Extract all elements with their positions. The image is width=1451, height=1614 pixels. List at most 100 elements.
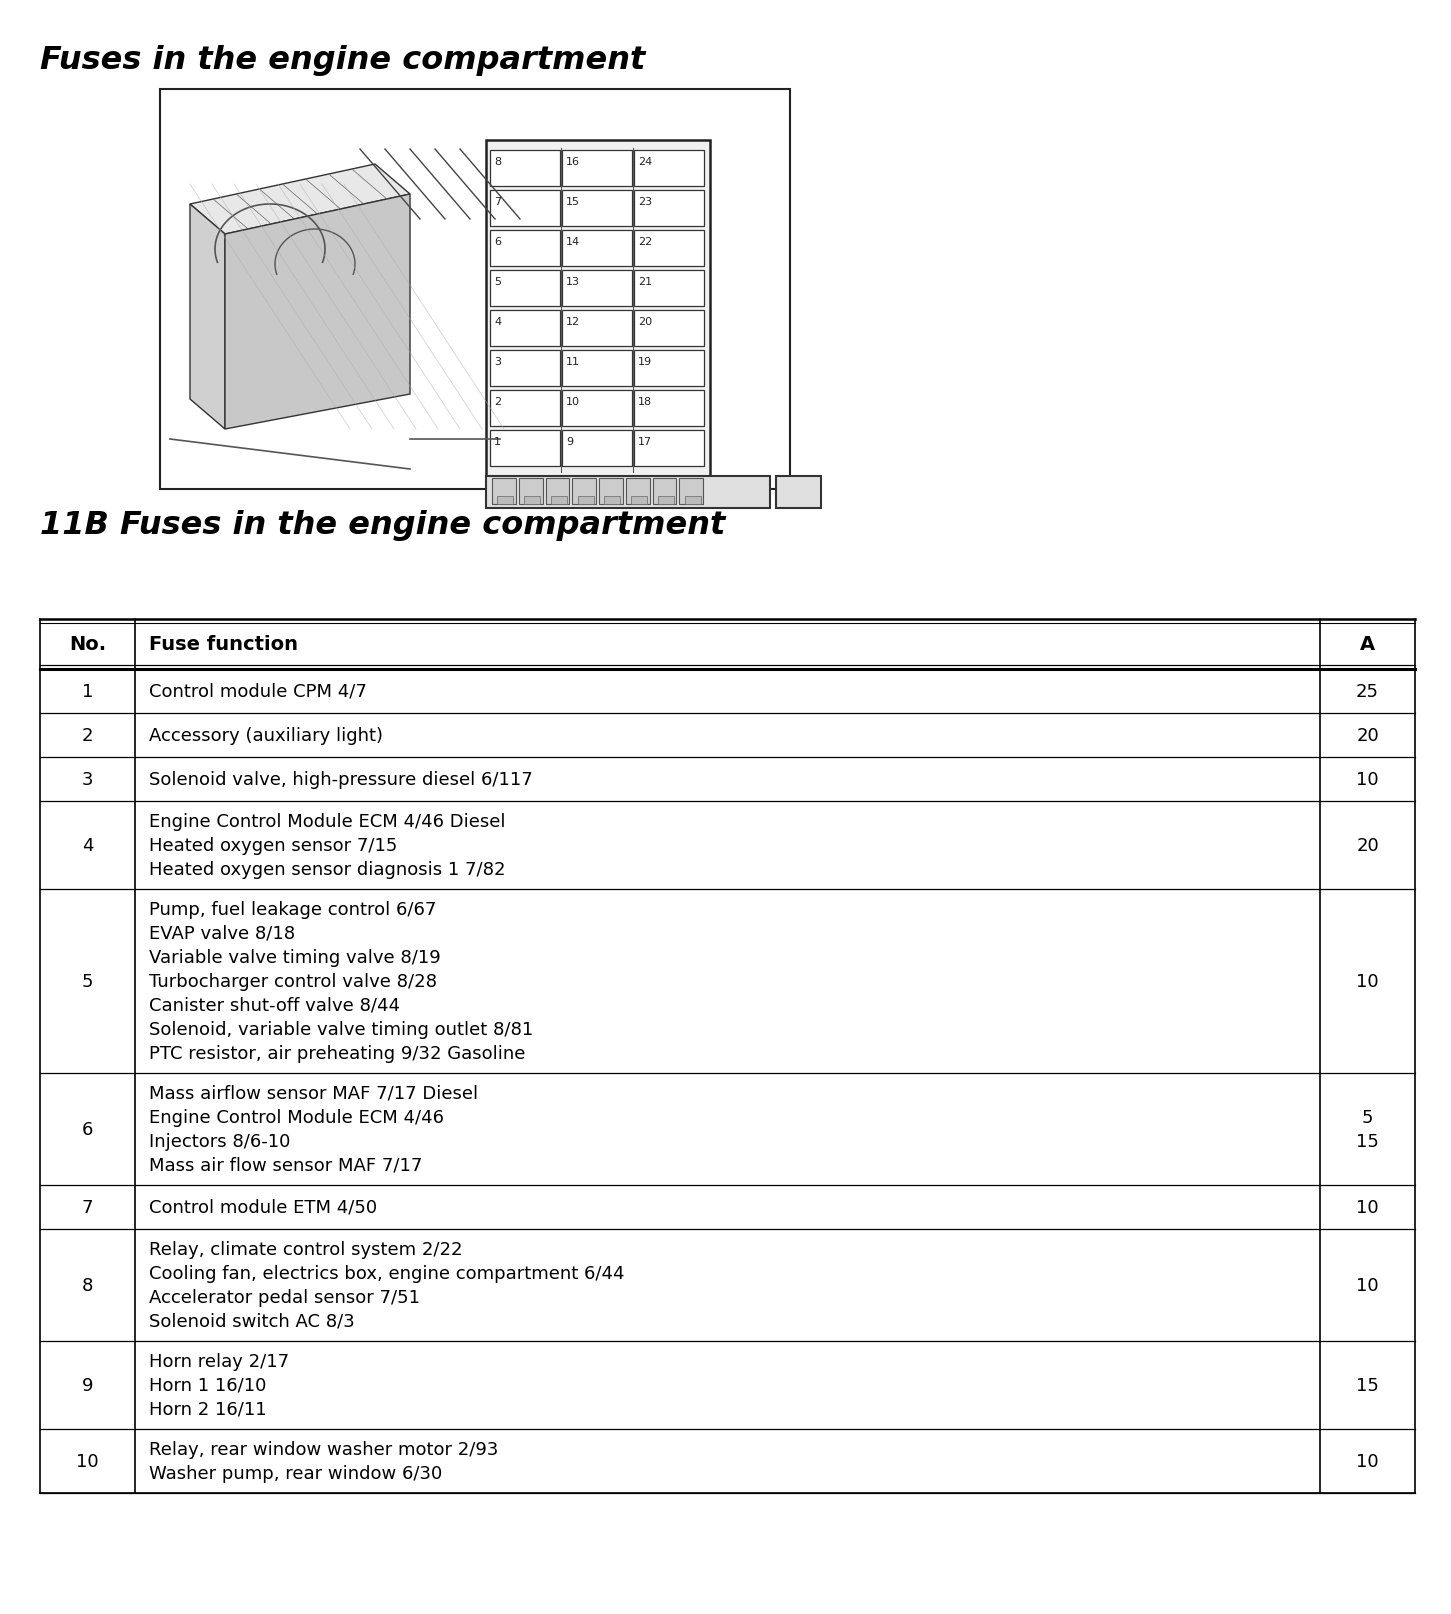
Text: Engine Control Module ECM 4/46 Diesel: Engine Control Module ECM 4/46 Diesel <box>149 812 505 831</box>
Text: Horn relay 2/17: Horn relay 2/17 <box>149 1353 289 1370</box>
Bar <box>572 479 596 505</box>
Text: 5: 5 <box>493 278 501 287</box>
Bar <box>634 391 704 426</box>
Text: A: A <box>1360 634 1376 654</box>
Bar <box>486 140 710 476</box>
Bar <box>551 497 567 505</box>
Bar <box>657 497 673 505</box>
Text: Solenoid switch AC 8/3: Solenoid switch AC 8/3 <box>149 1312 354 1330</box>
Text: 16: 16 <box>566 157 580 166</box>
Bar <box>160 90 789 489</box>
Text: Variable valve timing valve 8/19: Variable valve timing valve 8/19 <box>149 949 441 967</box>
Text: Mass air flow sensor MAF 7/17: Mass air flow sensor MAF 7/17 <box>149 1156 422 1175</box>
Bar <box>490 150 560 187</box>
Text: 5: 5 <box>81 972 93 991</box>
Text: 23: 23 <box>638 197 651 207</box>
Text: Heated oxygen sensor 7/15: Heated oxygen sensor 7/15 <box>149 836 398 854</box>
Text: Accessory (auxiliary light): Accessory (auxiliary light) <box>149 726 383 744</box>
Bar <box>634 190 704 228</box>
Text: 8: 8 <box>493 157 501 166</box>
Bar <box>634 350 704 387</box>
Text: 11B Fuses in the engine compartment: 11B Fuses in the engine compartment <box>41 510 726 541</box>
Bar <box>498 497 514 505</box>
Bar <box>562 150 633 187</box>
Bar <box>490 350 560 387</box>
Text: 20: 20 <box>638 316 651 326</box>
Text: 18: 18 <box>638 397 651 407</box>
Text: Injectors 8/6-10: Injectors 8/6-10 <box>149 1133 290 1151</box>
Text: 10: 10 <box>1357 1198 1378 1217</box>
Text: 9: 9 <box>566 437 573 447</box>
Text: Horn 2 16/11: Horn 2 16/11 <box>149 1399 267 1419</box>
Text: 15: 15 <box>1357 1133 1378 1151</box>
Bar <box>519 479 543 505</box>
Text: Control module CPM 4/7: Control module CPM 4/7 <box>149 683 367 700</box>
Bar <box>634 150 704 187</box>
Text: EVAP valve 8/18: EVAP valve 8/18 <box>149 925 295 943</box>
Text: 5: 5 <box>1361 1109 1373 1127</box>
Text: 6: 6 <box>493 237 501 247</box>
Text: 1: 1 <box>81 683 93 700</box>
Text: 8: 8 <box>81 1277 93 1294</box>
Text: Solenoid valve, high-pressure diesel 6/117: Solenoid valve, high-pressure diesel 6/1… <box>149 770 533 789</box>
Polygon shape <box>190 165 411 236</box>
Bar <box>562 312 633 347</box>
Text: Cooling fan, electrics box, engine compartment 6/44: Cooling fan, electrics box, engine compa… <box>149 1264 624 1282</box>
Bar <box>490 271 560 307</box>
Bar <box>562 231 633 266</box>
Text: Washer pump, rear window 6/30: Washer pump, rear window 6/30 <box>149 1464 443 1482</box>
Bar <box>524 497 540 505</box>
Bar <box>577 497 593 505</box>
Bar <box>562 350 633 387</box>
Text: 2: 2 <box>493 397 501 407</box>
Text: PTC resistor, air preheating 9/32 Gasoline: PTC resistor, air preheating 9/32 Gasoli… <box>149 1044 525 1062</box>
Text: No.: No. <box>70 634 106 654</box>
Bar <box>679 479 702 505</box>
Text: 4: 4 <box>81 836 93 854</box>
Text: 10: 10 <box>77 1453 99 1470</box>
Text: 2: 2 <box>81 726 93 744</box>
Bar <box>599 479 622 505</box>
Text: 20: 20 <box>1357 726 1378 744</box>
Text: 7: 7 <box>493 197 501 207</box>
Text: Fuses in the engine compartment: Fuses in the engine compartment <box>41 45 646 76</box>
Text: Turbocharger control valve 8/28: Turbocharger control valve 8/28 <box>149 972 437 991</box>
Text: 9: 9 <box>81 1377 93 1394</box>
Bar <box>490 231 560 266</box>
Text: Relay, climate control system 2/22: Relay, climate control system 2/22 <box>149 1240 463 1259</box>
Text: 21: 21 <box>638 278 651 287</box>
Bar <box>605 497 621 505</box>
Text: 25: 25 <box>1357 683 1378 700</box>
Text: 14: 14 <box>566 237 580 247</box>
Text: 10: 10 <box>566 397 580 407</box>
Text: 17: 17 <box>638 437 651 447</box>
Text: 3: 3 <box>81 770 93 789</box>
Text: 19: 19 <box>638 357 651 366</box>
Text: Solenoid, variable valve timing outlet 8/81: Solenoid, variable valve timing outlet 8… <box>149 1020 534 1038</box>
Bar <box>562 190 633 228</box>
Text: 10: 10 <box>1357 770 1378 789</box>
Text: Mass airflow sensor MAF 7/17 Diesel: Mass airflow sensor MAF 7/17 Diesel <box>149 1085 479 1102</box>
Text: 11: 11 <box>566 357 580 366</box>
Text: 4: 4 <box>493 316 501 326</box>
Text: 20: 20 <box>1357 836 1378 854</box>
Bar <box>776 476 821 508</box>
Bar <box>562 271 633 307</box>
Text: Control module ETM 4/50: Control module ETM 4/50 <box>149 1198 377 1217</box>
Bar <box>490 391 560 426</box>
Text: Horn 1 16/10: Horn 1 16/10 <box>149 1377 267 1394</box>
Text: 12: 12 <box>566 316 580 326</box>
Text: 24: 24 <box>638 157 653 166</box>
Text: Pump, fuel leakage control 6/67: Pump, fuel leakage control 6/67 <box>149 901 437 918</box>
Bar <box>492 479 515 505</box>
Text: 15: 15 <box>566 197 580 207</box>
Bar <box>634 231 704 266</box>
Text: 1: 1 <box>493 437 501 447</box>
Text: Relay, rear window washer motor 2/93: Relay, rear window washer motor 2/93 <box>149 1440 498 1457</box>
Text: 10: 10 <box>1357 972 1378 991</box>
Text: 22: 22 <box>638 237 653 247</box>
Text: 10: 10 <box>1357 1277 1378 1294</box>
Bar <box>634 271 704 307</box>
Text: 6: 6 <box>81 1120 93 1138</box>
Text: 10: 10 <box>1357 1453 1378 1470</box>
